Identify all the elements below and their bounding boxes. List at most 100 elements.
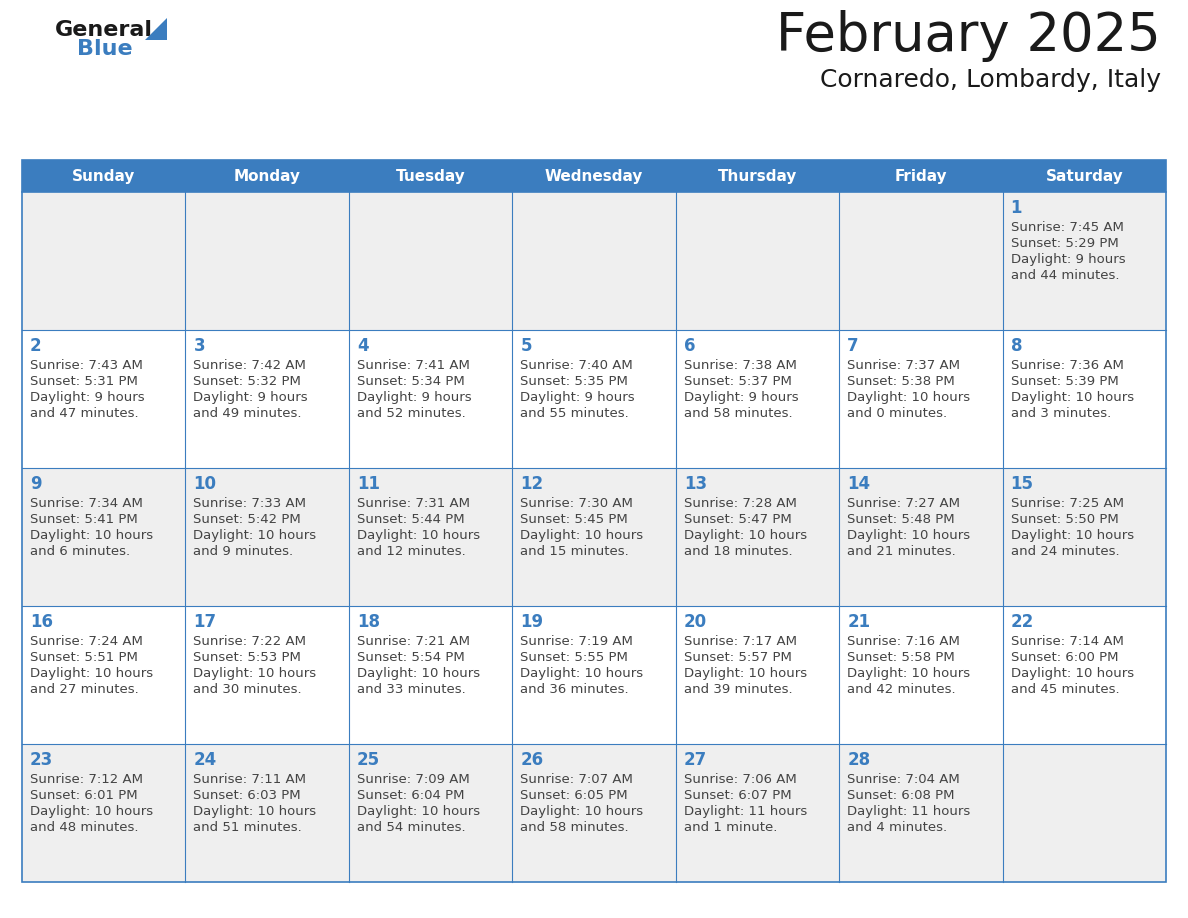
Text: and 45 minutes.: and 45 minutes. xyxy=(1011,683,1119,696)
Bar xyxy=(839,744,1003,882)
Bar xyxy=(676,330,839,468)
Text: Daylight: 10 hours: Daylight: 10 hours xyxy=(194,529,316,542)
Text: and 54 minutes.: and 54 minutes. xyxy=(356,821,466,834)
Polygon shape xyxy=(145,18,168,40)
Text: Sunrise: 7:33 AM: Sunrise: 7:33 AM xyxy=(194,497,307,510)
Text: 8: 8 xyxy=(1011,337,1022,355)
Bar xyxy=(349,330,512,468)
Text: Sunset: 5:50 PM: Sunset: 5:50 PM xyxy=(1011,513,1118,526)
Text: 9: 9 xyxy=(30,475,42,493)
Text: Sunset: 5:54 PM: Sunset: 5:54 PM xyxy=(356,651,465,664)
Text: Daylight: 9 hours: Daylight: 9 hours xyxy=(684,391,798,404)
Text: and 39 minutes.: and 39 minutes. xyxy=(684,683,792,696)
Text: Daylight: 10 hours: Daylight: 10 hours xyxy=(30,667,153,680)
Text: Daylight: 10 hours: Daylight: 10 hours xyxy=(194,667,316,680)
Text: Sunset: 5:45 PM: Sunset: 5:45 PM xyxy=(520,513,628,526)
Text: 24: 24 xyxy=(194,751,216,769)
Text: Sunset: 5:29 PM: Sunset: 5:29 PM xyxy=(1011,237,1118,250)
Bar xyxy=(512,192,676,330)
Text: and 42 minutes.: and 42 minutes. xyxy=(847,683,956,696)
Text: Sunset: 6:04 PM: Sunset: 6:04 PM xyxy=(356,789,465,802)
Bar xyxy=(676,744,839,882)
Bar xyxy=(185,468,349,606)
Text: and 30 minutes.: and 30 minutes. xyxy=(194,683,302,696)
Text: Sunset: 5:55 PM: Sunset: 5:55 PM xyxy=(520,651,628,664)
Text: and 36 minutes.: and 36 minutes. xyxy=(520,683,628,696)
Text: 25: 25 xyxy=(356,751,380,769)
Text: Daylight: 9 hours: Daylight: 9 hours xyxy=(1011,253,1125,266)
Text: 13: 13 xyxy=(684,475,707,493)
Text: Saturday: Saturday xyxy=(1045,169,1123,184)
Bar xyxy=(512,330,676,468)
Text: Sunrise: 7:40 AM: Sunrise: 7:40 AM xyxy=(520,359,633,372)
Text: and 49 minutes.: and 49 minutes. xyxy=(194,407,302,420)
Text: Sunset: 6:08 PM: Sunset: 6:08 PM xyxy=(847,789,955,802)
Text: Sunset: 5:31 PM: Sunset: 5:31 PM xyxy=(30,375,138,388)
Text: and 48 minutes.: and 48 minutes. xyxy=(30,821,139,834)
Text: 12: 12 xyxy=(520,475,543,493)
Text: Sunset: 5:48 PM: Sunset: 5:48 PM xyxy=(847,513,955,526)
Text: Blue: Blue xyxy=(77,39,133,59)
Text: Sunday: Sunday xyxy=(72,169,135,184)
Text: 16: 16 xyxy=(30,613,53,631)
Text: 11: 11 xyxy=(356,475,380,493)
Text: Sunset: 5:42 PM: Sunset: 5:42 PM xyxy=(194,513,302,526)
Text: and 12 minutes.: and 12 minutes. xyxy=(356,545,466,558)
Text: Daylight: 10 hours: Daylight: 10 hours xyxy=(356,805,480,818)
Text: and 9 minutes.: and 9 minutes. xyxy=(194,545,293,558)
Text: 17: 17 xyxy=(194,613,216,631)
Text: and 58 minutes.: and 58 minutes. xyxy=(684,407,792,420)
Text: and 18 minutes.: and 18 minutes. xyxy=(684,545,792,558)
Text: 10: 10 xyxy=(194,475,216,493)
Bar xyxy=(676,192,839,330)
Text: Tuesday: Tuesday xyxy=(396,169,466,184)
Bar xyxy=(349,744,512,882)
Bar xyxy=(676,606,839,744)
Text: 22: 22 xyxy=(1011,613,1034,631)
Bar xyxy=(349,192,512,330)
Text: Sunrise: 7:36 AM: Sunrise: 7:36 AM xyxy=(1011,359,1124,372)
Text: February 2025: February 2025 xyxy=(776,10,1161,62)
Text: Sunrise: 7:34 AM: Sunrise: 7:34 AM xyxy=(30,497,143,510)
Bar xyxy=(185,606,349,744)
Bar xyxy=(839,192,1003,330)
Text: Daylight: 10 hours: Daylight: 10 hours xyxy=(30,805,153,818)
Bar xyxy=(23,468,185,606)
Text: 28: 28 xyxy=(847,751,871,769)
Text: Sunrise: 7:45 AM: Sunrise: 7:45 AM xyxy=(1011,221,1124,234)
Text: 6: 6 xyxy=(684,337,695,355)
Text: Sunset: 5:32 PM: Sunset: 5:32 PM xyxy=(194,375,302,388)
Text: and 55 minutes.: and 55 minutes. xyxy=(520,407,628,420)
Bar xyxy=(512,606,676,744)
Text: and 58 minutes.: and 58 minutes. xyxy=(520,821,628,834)
Bar xyxy=(185,330,349,468)
Text: Daylight: 9 hours: Daylight: 9 hours xyxy=(356,391,472,404)
Bar xyxy=(1003,192,1165,330)
Bar xyxy=(185,744,349,882)
Text: and 21 minutes.: and 21 minutes. xyxy=(847,545,956,558)
Bar xyxy=(185,192,349,330)
Text: Sunset: 5:51 PM: Sunset: 5:51 PM xyxy=(30,651,138,664)
Text: Sunset: 5:41 PM: Sunset: 5:41 PM xyxy=(30,513,138,526)
Text: and 15 minutes.: and 15 minutes. xyxy=(520,545,628,558)
Text: 2: 2 xyxy=(30,337,42,355)
Text: Daylight: 10 hours: Daylight: 10 hours xyxy=(356,529,480,542)
Text: General: General xyxy=(55,20,153,40)
Text: 26: 26 xyxy=(520,751,543,769)
Text: 1: 1 xyxy=(1011,199,1022,217)
Bar xyxy=(349,606,512,744)
Text: 5: 5 xyxy=(520,337,532,355)
Text: and 3 minutes.: and 3 minutes. xyxy=(1011,407,1111,420)
Text: Daylight: 10 hours: Daylight: 10 hours xyxy=(520,805,644,818)
Text: Daylight: 11 hours: Daylight: 11 hours xyxy=(847,805,971,818)
Text: Sunrise: 7:19 AM: Sunrise: 7:19 AM xyxy=(520,635,633,648)
Text: Sunset: 5:38 PM: Sunset: 5:38 PM xyxy=(847,375,955,388)
Text: Sunrise: 7:11 AM: Sunrise: 7:11 AM xyxy=(194,773,307,786)
Text: 3: 3 xyxy=(194,337,206,355)
Text: Wednesday: Wednesday xyxy=(545,169,643,184)
Text: Daylight: 10 hours: Daylight: 10 hours xyxy=(847,529,971,542)
Text: and 1 minute.: and 1 minute. xyxy=(684,821,777,834)
Text: and 33 minutes.: and 33 minutes. xyxy=(356,683,466,696)
Text: Sunrise: 7:37 AM: Sunrise: 7:37 AM xyxy=(847,359,960,372)
Text: Daylight: 10 hours: Daylight: 10 hours xyxy=(684,529,807,542)
